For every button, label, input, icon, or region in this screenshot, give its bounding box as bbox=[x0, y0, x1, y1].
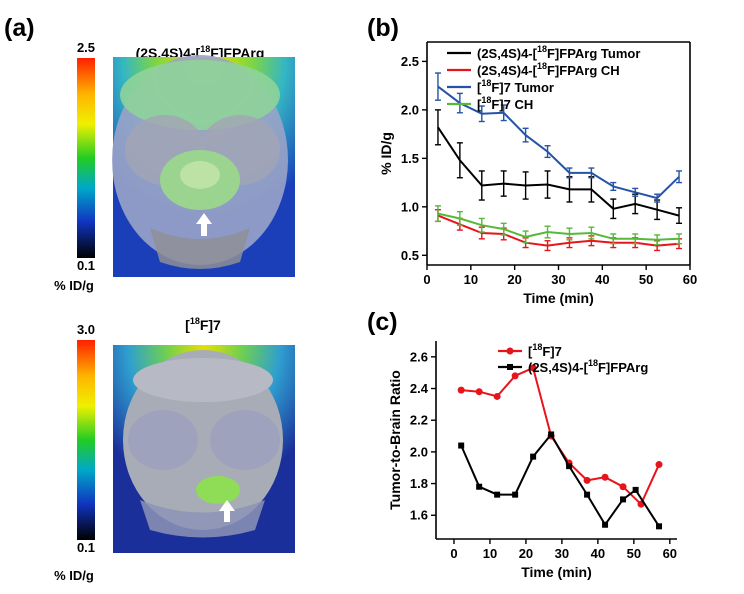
legend-label: (2S,4S)4-[18F]FPArg Tumor bbox=[477, 44, 640, 61]
data-point bbox=[602, 521, 609, 528]
legend-marker bbox=[507, 364, 513, 370]
series-line-0 bbox=[461, 366, 660, 506]
data-point bbox=[493, 392, 501, 400]
legend-label: [18F]7 CH bbox=[477, 95, 533, 112]
colorbar-top-max: 2.5 bbox=[77, 40, 95, 55]
pet-image-top: (2S,4S)4-[18F]FPArg bbox=[112, 44, 295, 277]
pet-bottom-title: [18F]7 bbox=[185, 316, 221, 333]
legend-marker bbox=[506, 347, 514, 355]
x-tick-label: 30 bbox=[551, 272, 565, 287]
colorbar-bottom-unit: % ID/g bbox=[54, 568, 94, 583]
legend-label: (2S,4S)4-[18F]FPArg bbox=[528, 358, 648, 375]
legend-label: (2S,4S)4-[18F]FPArg CH bbox=[477, 61, 620, 78]
data-point bbox=[655, 461, 663, 469]
y-tick-label: 2.0 bbox=[410, 444, 428, 459]
x-tick-label: 50 bbox=[639, 272, 653, 287]
data-point bbox=[529, 364, 537, 372]
y-tick-label: 2.4 bbox=[410, 381, 429, 396]
data-point bbox=[530, 453, 537, 460]
y-tick-label: 1.6 bbox=[410, 508, 428, 523]
data-point bbox=[512, 491, 519, 498]
series-line-2 bbox=[437, 85, 680, 200]
legend-label: [18F]7 Tumor bbox=[477, 78, 554, 95]
data-point bbox=[548, 431, 555, 438]
y-tick-label: 2.2 bbox=[410, 413, 428, 428]
colorbar-bottom-min: 0.1 bbox=[77, 540, 95, 555]
colorbar-top: 2.5 0.1 % ID/g bbox=[54, 40, 95, 293]
series-line-1 bbox=[437, 214, 680, 247]
data-point bbox=[601, 473, 609, 481]
chart-c: 0 10 20 30 40 50 60 1.6 1.8 2.0 2.2 2.4 2.6 Time (min… bbox=[387, 341, 677, 580]
y-tick-label: 1.8 bbox=[410, 476, 428, 491]
y-tick-label: 2.0 bbox=[401, 102, 419, 117]
x-axis-label: Time (min) bbox=[523, 290, 594, 306]
y-axis-label: % ID/g bbox=[378, 132, 394, 175]
y-tick-label: 1.5 bbox=[401, 151, 419, 166]
x-tick-label: 50 bbox=[627, 546, 641, 561]
data-point bbox=[620, 496, 627, 503]
colorbar-top-unit: % ID/g bbox=[54, 278, 94, 293]
data-point bbox=[457, 386, 465, 394]
x-tick-label: 30 bbox=[555, 546, 569, 561]
data-point bbox=[511, 372, 519, 380]
x-tick-label: 60 bbox=[663, 546, 677, 561]
data-point bbox=[475, 388, 483, 396]
legend-label: [18F]7 bbox=[528, 342, 562, 359]
arrow-icon bbox=[196, 213, 212, 236]
data-point bbox=[458, 442, 465, 449]
arrow-icon bbox=[219, 500, 235, 522]
panel-b-label: (b) bbox=[367, 14, 399, 42]
y-tick-label: 0.5 bbox=[401, 248, 419, 263]
panel-c-label: (c) bbox=[367, 308, 398, 336]
y-tick-label: 2.5 bbox=[401, 54, 419, 69]
x-tick-label: 20 bbox=[507, 272, 521, 287]
series-line-3 bbox=[437, 212, 680, 241]
x-tick-label: 40 bbox=[595, 272, 609, 287]
chart-b: 0 10 20 30 40 50 60 0.5 1.0 1.5 2.0 2.5 Time (min) % … bbox=[378, 41, 697, 306]
x-tick-label: 0 bbox=[450, 546, 457, 561]
y-axis-label: Tumor-to-Brain Ratio bbox=[387, 370, 403, 510]
x-tick-label: 10 bbox=[483, 546, 497, 561]
x-tick-label: 40 bbox=[591, 546, 605, 561]
x-tick-label: 20 bbox=[519, 546, 533, 561]
colorbar-bottom: 3.0 0.1 % ID/g bbox=[54, 322, 95, 583]
pet-image-bottom: [18F]7 bbox=[113, 316, 295, 553]
data-point bbox=[476, 483, 483, 490]
colorbar-top-min: 0.1 bbox=[77, 258, 95, 273]
data-point bbox=[584, 491, 591, 498]
data-point bbox=[494, 491, 501, 498]
colorbar-bottom-max: 3.0 bbox=[77, 322, 95, 337]
data-point bbox=[619, 483, 627, 491]
data-point bbox=[632, 486, 639, 493]
panel-a-label: (a) bbox=[4, 14, 35, 42]
x-tick-label: 0 bbox=[423, 272, 430, 287]
y-tick-label: 1.0 bbox=[401, 199, 419, 214]
y-tick-label: 2.6 bbox=[410, 349, 428, 364]
x-tick-label: 10 bbox=[464, 272, 478, 287]
series-line-0 bbox=[437, 126, 680, 217]
data-point bbox=[566, 463, 573, 470]
x-axis-label: Time (min) bbox=[521, 564, 592, 580]
data-point bbox=[656, 523, 663, 530]
x-tick-label: 60 bbox=[683, 272, 697, 287]
data-point bbox=[583, 476, 591, 484]
